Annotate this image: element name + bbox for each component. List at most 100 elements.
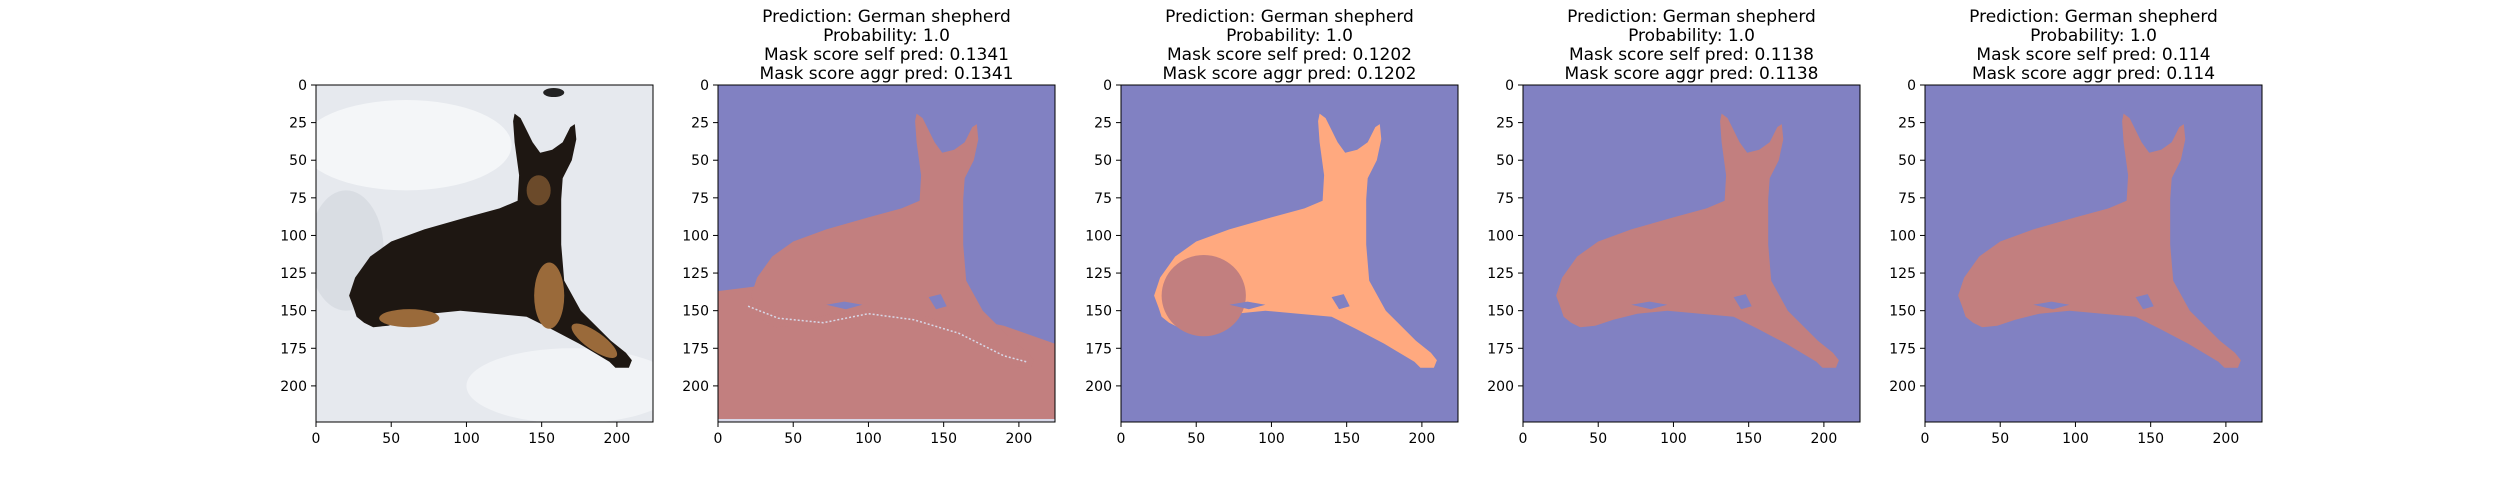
x-tick-label: 50 xyxy=(1991,431,2009,447)
panel-1: 0 25 50 75 100 125 150 175 200 0 50 100 150 200 xyxy=(280,78,654,447)
panel-title-line: Prediction: German shepherd xyxy=(1969,7,2218,27)
dog-paw-marking xyxy=(571,323,618,358)
y-tick-label: 0 xyxy=(700,78,709,94)
dog-leg-marking xyxy=(534,262,565,329)
axes-frame xyxy=(717,84,1056,423)
y-tick-label: 100 xyxy=(1889,228,1916,244)
y-tick-label: 175 xyxy=(1085,341,1112,357)
mask-gap xyxy=(1631,301,1668,310)
y-tick-label: 25 xyxy=(1094,116,1112,132)
x-tick-label: 150 xyxy=(930,431,957,447)
mask-hindquarter-region xyxy=(1161,255,1246,337)
x-tick-label: 100 xyxy=(1660,431,1687,447)
x-tick-label: 0 xyxy=(312,431,321,447)
x-tick-label: 150 xyxy=(1333,431,1360,447)
y-tick-label: 0 xyxy=(1103,78,1112,94)
y-tick-label: 75 xyxy=(289,191,307,207)
y-tick-label: 200 xyxy=(1085,379,1112,395)
axes-frame xyxy=(1120,84,1459,423)
x-tick-label: 0 xyxy=(1519,431,1528,447)
y-tick-label: 125 xyxy=(1487,266,1514,282)
x-tick-label: 50 xyxy=(784,431,802,447)
x-tick-label: 0 xyxy=(714,431,723,447)
mask-dog-region xyxy=(1958,113,2241,368)
x-tick-label: 200 xyxy=(2213,431,2240,447)
mask-gap xyxy=(928,294,947,310)
mask-gap xyxy=(2033,301,2070,310)
panel-2: 0 25 50 75 100 125 150 175 200 0 50 100 150 200 Predic… xyxy=(682,7,1056,447)
y-tick-label: 0 xyxy=(298,78,307,94)
panel-3: 0 25 50 75 100 125 150 175 200 0 50 100 150 200 Predic… xyxy=(1085,7,1459,447)
y-tick-label: 100 xyxy=(1487,228,1514,244)
panel-title-line: Probability: 1.0 xyxy=(1226,26,1353,46)
y-tick-label: 150 xyxy=(280,304,307,320)
x-tick-label: 100 xyxy=(2062,431,2089,447)
dog-cheek-marking xyxy=(526,175,551,206)
panel-title-line: Mask score aggr pred: 0.1138 xyxy=(1565,64,1819,84)
panel-title-line: Prediction: German shepherd xyxy=(1567,7,1816,27)
y-tick-label: 50 xyxy=(691,153,709,169)
y-tick-label: 200 xyxy=(682,379,709,395)
y-tick-label: 200 xyxy=(280,379,307,395)
panel-5: 0 25 50 75 100 125 150 175 200 0 50 100 150 200 Predic… xyxy=(1889,7,2263,447)
panel-title-line: Prediction: German shepherd xyxy=(1165,7,1414,27)
y-tick-label: 75 xyxy=(1094,191,1112,207)
y-tick-label: 25 xyxy=(289,116,307,132)
y-tick-label: 50 xyxy=(1898,153,1916,169)
panel-4: 0 25 50 75 100 125 150 175 200 0 50 100 150 200 Predic… xyxy=(1487,7,1861,447)
y-tick-label: 75 xyxy=(1496,191,1514,207)
x-tick-label: 150 xyxy=(2137,431,2164,447)
y-tick-label: 75 xyxy=(691,191,709,207)
x-tick-label: 200 xyxy=(1409,431,1436,447)
panel-image xyxy=(316,85,653,422)
y-tick-label: 50 xyxy=(289,153,307,169)
panel-title-line: Mask score aggr pred: 0.1202 xyxy=(1163,64,1417,84)
x-tick-label: 100 xyxy=(453,431,480,447)
y-tick-label: 25 xyxy=(691,116,709,132)
x-tick-label: 100 xyxy=(855,431,882,447)
dark-object xyxy=(543,88,565,98)
x-tick-label: 50 xyxy=(382,431,400,447)
y-tick-label: 0 xyxy=(1505,78,1514,94)
y-tick-label: 125 xyxy=(1889,266,1916,282)
panel-image xyxy=(1121,85,1458,422)
y-tick-label: 100 xyxy=(280,228,307,244)
x-tick-label: 200 xyxy=(604,431,631,447)
axes-frame xyxy=(315,84,654,423)
x-tick-label: 150 xyxy=(528,431,555,447)
y-tick-label: 150 xyxy=(1085,304,1112,320)
panel-image xyxy=(1523,85,1860,422)
panel-title-line: Mask score aggr pred: 0.1341 xyxy=(760,64,1014,84)
panel-image xyxy=(1925,85,2262,422)
panel-title-line: Probability: 1.0 xyxy=(2030,26,2157,46)
y-tick-label: 175 xyxy=(1889,341,1916,357)
y-tick-label: 200 xyxy=(1889,379,1916,395)
panel-title-line: Probability: 1.0 xyxy=(823,26,950,46)
y-tick-label: 200 xyxy=(1487,379,1514,395)
y-tick-label: 125 xyxy=(280,266,307,282)
y-tick-label: 125 xyxy=(682,266,709,282)
y-tick-label: 50 xyxy=(1094,153,1112,169)
y-tick-label: 100 xyxy=(1085,228,1112,244)
x-tick-label: 100 xyxy=(1258,431,1285,447)
panel-title-line: Probability: 1.0 xyxy=(1628,26,1755,46)
panel-image xyxy=(718,85,1055,422)
mask-gap xyxy=(1331,294,1350,310)
y-tick-label: 50 xyxy=(1496,153,1514,169)
y-tick-label: 175 xyxy=(1487,341,1514,357)
y-tick-label: 25 xyxy=(1496,116,1514,132)
x-tick-label: 0 xyxy=(1117,431,1126,447)
x-tick-label: 0 xyxy=(1921,431,1930,447)
axes-frame xyxy=(1924,84,2263,423)
panel-title-line: Mask score aggr pred: 0.114 xyxy=(1972,64,2215,84)
x-tick-label: 50 xyxy=(1589,431,1607,447)
y-tick-label: 150 xyxy=(682,304,709,320)
y-tick-label: 150 xyxy=(1487,304,1514,320)
y-tick-label: 175 xyxy=(280,341,307,357)
snow-highlight xyxy=(316,100,512,191)
mask-bottom-edge xyxy=(718,418,1055,422)
mask-gap xyxy=(1733,294,1752,310)
panel-title-line: Mask score self pred: 0.1341 xyxy=(764,45,1009,65)
y-tick-label: 125 xyxy=(1085,266,1112,282)
